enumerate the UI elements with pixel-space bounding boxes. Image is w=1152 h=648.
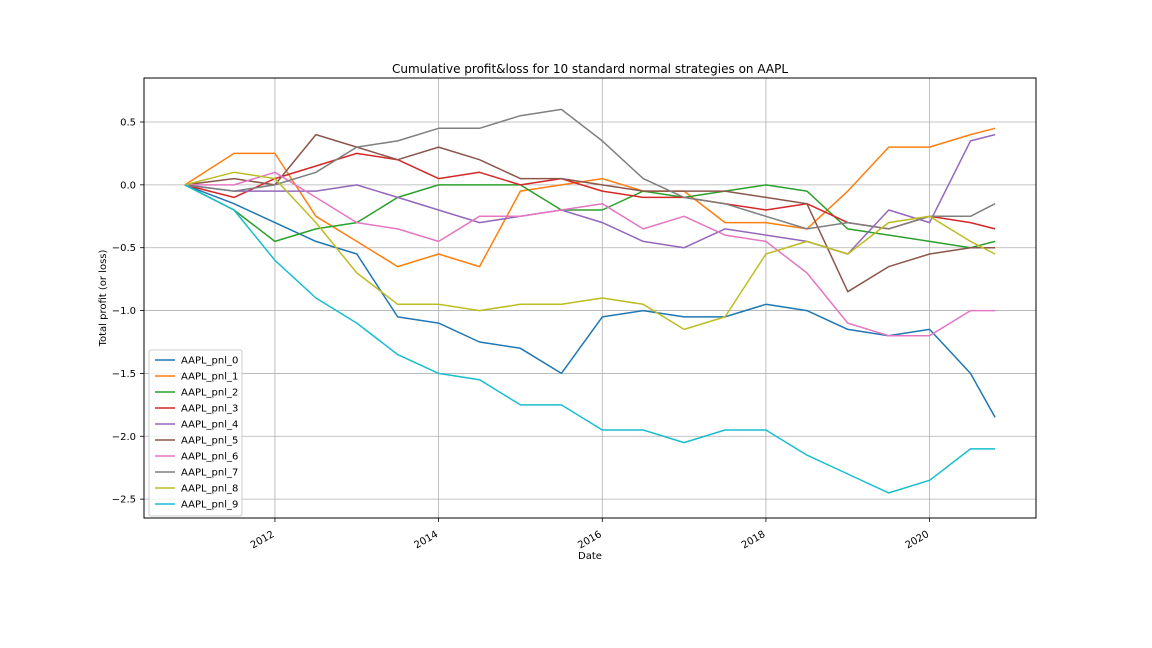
- series-line-aapl-pnl-9: [184, 184, 996, 494]
- legend-label: AAPL_pnl_1: [181, 372, 238, 383]
- y-tick-label: −2.5: [112, 495, 136, 506]
- x-axis-label: Date: [578, 551, 602, 562]
- legend-label: AAPL_pnl_8: [181, 484, 238, 495]
- y-tick-label: 0.0: [120, 180, 136, 191]
- series-line-aapl-pnl-1: [184, 127, 996, 268]
- series-line-aapl-pnl-8: [184, 171, 996, 331]
- legend-label: AAPL_pnl_2: [181, 388, 238, 399]
- legend-label: AAPL_pnl_5: [181, 436, 238, 447]
- x-tick-label: 2014: [413, 529, 441, 551]
- y-axis-label: Total profit (or loss): [98, 249, 109, 347]
- x-tick-label: 2012: [249, 529, 277, 551]
- legend-label: AAPL_pnl_0: [181, 356, 238, 367]
- y-tick-label: −1.0: [112, 306, 136, 317]
- legend-label: AAPL_pnl_9: [181, 500, 238, 511]
- legend-label: AAPL_pnl_4: [181, 420, 238, 431]
- x-tick-label: 2018: [740, 529, 768, 551]
- chart-title: Cumulative profit&loss for 10 standard n…: [392, 62, 788, 76]
- series-line-aapl-pnl-6: [184, 171, 996, 337]
- x-tick-label: 2016: [576, 529, 604, 551]
- series-line-aapl-pnl-7: [184, 108, 996, 230]
- legend: AAPL_pnl_0 AAPL_pnl_1 AAPL_pnl_2 AAPL_pnl_3…: [148, 349, 243, 517]
- x-tick-label: 2020: [904, 529, 932, 551]
- plot-lines: [184, 108, 996, 494]
- x-axis: 2012 2014 2016 2018 2020: [249, 518, 931, 551]
- plot-frame: [143, 77, 1037, 519]
- legend-label: AAPL_pnl_3: [181, 404, 238, 415]
- series-line-aapl-pnl-2: [184, 184, 996, 249]
- series-line-aapl-pnl-4: [184, 133, 996, 255]
- y-tick-label: −1.5: [112, 369, 136, 380]
- y-axis: 0.5 0.0 −0.5 −1.0 −1.5 −2.0 −2.5: [112, 118, 144, 506]
- legend-label: AAPL_pnl_6: [181, 452, 238, 463]
- y-tick-label: 0.5: [120, 118, 136, 129]
- legend-label: AAPL_pnl_7: [181, 468, 238, 479]
- grid: [144, 78, 1036, 518]
- y-tick-label: −2.0: [112, 432, 136, 443]
- series-line-aapl-pnl-0: [184, 184, 996, 418]
- series-line-aapl-pnl-5: [184, 133, 996, 293]
- y-tick-label: −0.5: [112, 243, 136, 254]
